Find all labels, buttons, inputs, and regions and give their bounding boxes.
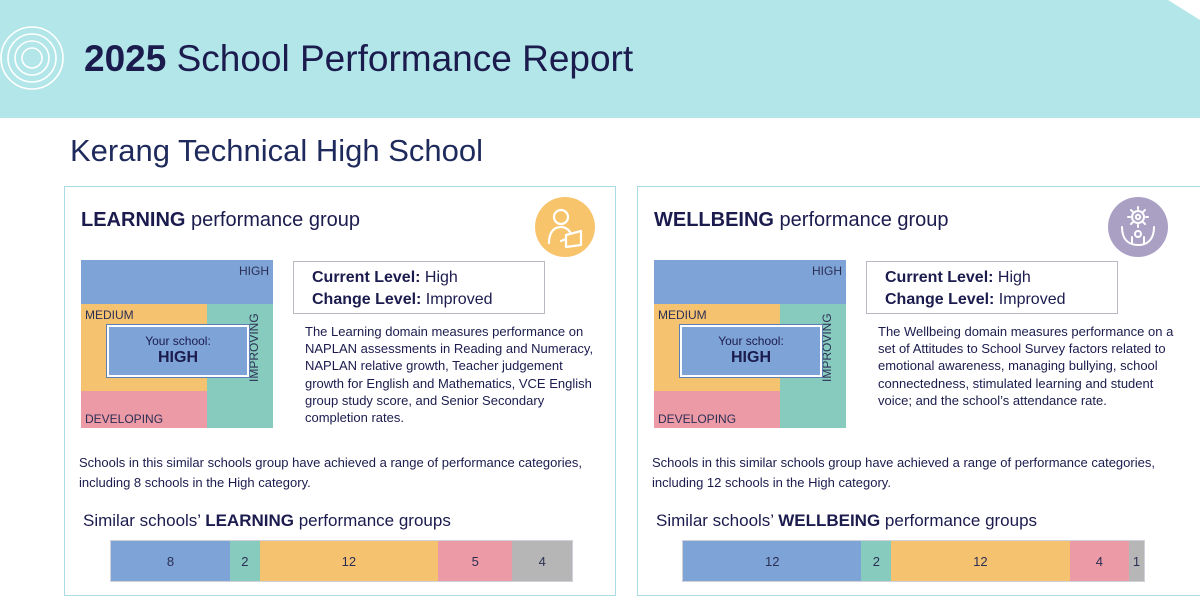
wellbeing-bar-segment-high: 12 bbox=[683, 541, 862, 581]
wellbeing-performance-matrix: HIGH MEDIUM DEVELOPING IMPROVING Your sc… bbox=[654, 260, 846, 428]
gear-hands-icon bbox=[1108, 197, 1168, 257]
current-level-value: High bbox=[420, 269, 458, 286]
wellbeing-bar-title: Similar schools’ WELLBEING performance g… bbox=[656, 511, 1037, 531]
matrix-cell-high bbox=[654, 260, 846, 304]
report-year: 2025 bbox=[84, 38, 167, 79]
learning-title-rest: performance group bbox=[185, 209, 360, 231]
wellbeing-bar-segment-other: 1 bbox=[1129, 541, 1144, 581]
matrix-cell-high bbox=[81, 260, 273, 304]
learning-bar-title-prefix: Similar schools’ bbox=[83, 511, 206, 530]
matrix-label-high: HIGH bbox=[239, 264, 269, 278]
matrix-label-developing: DEVELOPING bbox=[658, 412, 737, 426]
current-level-label: Current Level: bbox=[312, 269, 421, 286]
your-school-label: Your school: bbox=[718, 334, 784, 348]
learning-bar-segment-improving: 2 bbox=[229, 541, 260, 581]
header-banner: 2025 School Performance Report bbox=[0, 0, 1200, 118]
learning-stacked-bar: 8 2 12 5 4 bbox=[110, 540, 573, 582]
learning-bar-title-bold: LEARNING bbox=[205, 511, 294, 530]
learning-description: The Learning domain measures performance… bbox=[305, 324, 594, 426]
learning-panel-title: LEARNING performance group bbox=[81, 209, 360, 232]
learning-panel: LEARNING performance group HIGH MEDIUM D… bbox=[64, 186, 616, 596]
your-school-value: HIGH bbox=[731, 349, 771, 366]
wellbeing-title-bold: WELLBEING bbox=[654, 209, 774, 231]
report-title: 2025 School Performance Report bbox=[84, 38, 633, 80]
wellbeing-title-rest: performance group bbox=[774, 209, 949, 231]
learning-performance-matrix: HIGH MEDIUM DEVELOPING IMPROVING Your sc… bbox=[81, 260, 273, 428]
wellbeing-stacked-bar: 12 2 12 4 1 bbox=[682, 540, 1145, 582]
your-school-box: Your school: HIGH bbox=[680, 325, 822, 377]
change-level-value: Improved bbox=[994, 291, 1066, 308]
learning-bar-segment-medium: 12 bbox=[259, 541, 439, 581]
your-school-box: Your school: HIGH bbox=[107, 325, 249, 377]
wellbeing-bar-segment-medium: 12 bbox=[891, 541, 1070, 581]
matrix-label-improving: IMPROVING bbox=[247, 313, 261, 382]
matrix-cell-developing bbox=[654, 391, 780, 428]
wellbeing-panel-title: WELLBEING performance group bbox=[654, 209, 949, 232]
matrix-label-medium: MEDIUM bbox=[85, 308, 134, 322]
matrix-label-high: HIGH bbox=[812, 264, 842, 278]
learning-bar-segment-high: 8 bbox=[111, 541, 230, 581]
learning-title-bold: LEARNING bbox=[81, 209, 186, 231]
matrix-label-developing: DEVELOPING bbox=[85, 412, 164, 426]
wellbeing-bar-title-suffix: performance groups bbox=[880, 511, 1038, 530]
change-level-label: Change Level: bbox=[312, 291, 422, 308]
your-school-label: Your school: bbox=[145, 334, 211, 348]
banner-background bbox=[0, 0, 1200, 118]
your-school-value: HIGH bbox=[158, 349, 198, 366]
wellbeing-bar-segment-improving: 2 bbox=[861, 541, 892, 581]
change-level-label: Change Level: bbox=[885, 291, 995, 308]
wellbeing-similar-schools-text: Schools in this similar schools group ha… bbox=[652, 455, 1155, 490]
report-title-text: School Performance Report bbox=[176, 38, 634, 79]
change-level-row: Change Level: Improved bbox=[885, 289, 1117, 311]
learning-bar-segment-developing: 5 bbox=[438, 541, 513, 581]
wellbeing-levels-box: Current Level: High Change Level: Improv… bbox=[866, 261, 1118, 314]
matrix-label-improving: IMPROVING bbox=[820, 313, 834, 382]
learning-bar-title: Similar schools’ LEARNING performance gr… bbox=[83, 511, 451, 531]
wellbeing-bar-segment-developing: 4 bbox=[1069, 541, 1130, 581]
school-name: Kerang Technical High School bbox=[70, 133, 484, 168]
wellbeing-bar-title-bold: WELLBEING bbox=[778, 511, 881, 530]
learning-bar-title-suffix: performance groups bbox=[293, 511, 451, 530]
change-level-row: Change Level: Improved bbox=[312, 289, 544, 311]
current-level-label: Current Level: bbox=[885, 269, 994, 286]
wellbeing-bar-title-prefix: Similar schools’ bbox=[656, 511, 779, 530]
matrix-cell-developing bbox=[81, 391, 207, 428]
circles-logo-icon bbox=[0, 26, 64, 90]
wellbeing-description: The Wellbeing domain measures performanc… bbox=[878, 324, 1174, 408]
learning-bar-segment-other: 4 bbox=[512, 541, 572, 581]
current-level-row: Current Level: High bbox=[312, 267, 544, 289]
learning-similar-schools-text: Schools in this similar schools group ha… bbox=[79, 455, 582, 490]
matrix-label-medium: MEDIUM bbox=[658, 308, 707, 322]
learning-levels-box: Current Level: High Change Level: Improv… bbox=[293, 261, 545, 314]
current-level-value: High bbox=[993, 269, 1031, 286]
wellbeing-panel: WELLBEING performance group HIGH MEDIUM … bbox=[637, 186, 1200, 596]
student-reading-icon bbox=[535, 197, 595, 257]
change-level-value: Improved bbox=[421, 291, 493, 308]
current-level-row: Current Level: High bbox=[885, 267, 1117, 289]
